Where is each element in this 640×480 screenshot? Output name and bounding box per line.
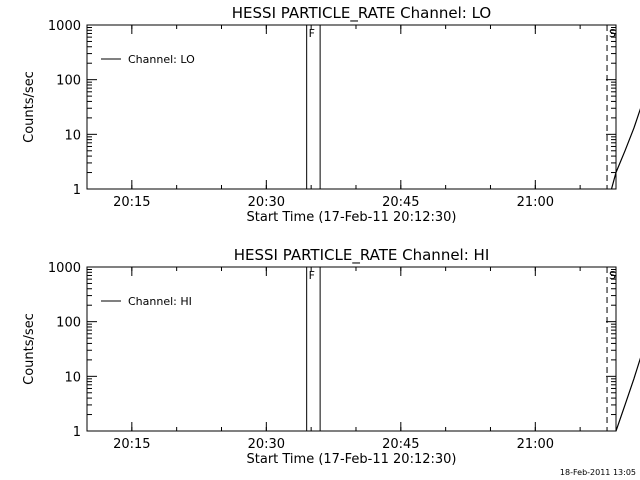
series-line <box>615 357 640 432</box>
y-tick-label: 1000 <box>48 19 81 34</box>
y-tick-label: 1 <box>73 183 81 198</box>
y-tick-label: 1 <box>73 425 81 440</box>
y-axis-label: Counts/sec <box>22 313 37 385</box>
marker-label: F <box>309 269 315 282</box>
y-tick-label: 100 <box>56 316 81 331</box>
y-tick-label: 10 <box>64 128 81 143</box>
y-tick-label: 10 <box>64 370 81 385</box>
x-axis-label: Start Time (17-Feb-11 20:12:30) <box>247 210 457 225</box>
legend-label: Channel: LO <box>128 53 195 66</box>
x-tick-label: 20:15 <box>113 195 150 210</box>
x-tick-label: 21:00 <box>517 195 554 210</box>
chart-panel-1: HESSI PARTICLE_RATE Channel: LO 1 10 100 100… <box>22 4 640 225</box>
footer-timestamp: 18-Feb-2011 13:05 <box>560 468 636 477</box>
x-tick-label: 21:00 <box>517 437 554 452</box>
marker-label: S <box>609 269 616 282</box>
marker-label: S <box>609 27 616 40</box>
x-tick-label: 20:15 <box>113 437 150 452</box>
chart-title: HESSI PARTICLE_RATE Channel: HI <box>234 246 490 265</box>
x-tick-label: 20:45 <box>382 195 419 210</box>
x-tick-label: 20:30 <box>248 195 285 210</box>
legend-label: Channel: HI <box>128 295 192 308</box>
y-tick-label: 1000 <box>48 261 81 276</box>
plot-frame <box>86 266 617 432</box>
y-tick-label: 100 <box>56 74 81 89</box>
x-tick-label: 20:30 <box>248 437 285 452</box>
chart-panel-2: HESSI PARTICLE_RATE Channel: HI 1 10 100 100… <box>22 246 640 467</box>
marker-label: F <box>309 27 315 40</box>
chart-title: HESSI PARTICLE_RATE Channel: LO <box>232 4 491 23</box>
x-axis-label: Start Time (17-Feb-11 20:12:30) <box>247 452 457 467</box>
y-axis-label: Counts/sec <box>22 71 37 143</box>
x-tick-label: 20:45 <box>382 437 419 452</box>
plot-frame <box>86 24 617 190</box>
